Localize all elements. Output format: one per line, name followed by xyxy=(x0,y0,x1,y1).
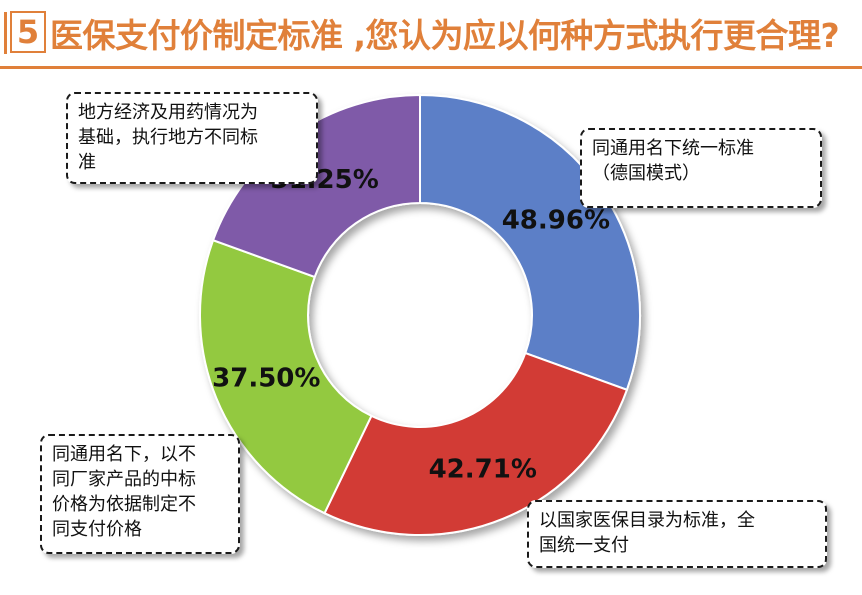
callout-national-catalog: 以国家医保目录为标准，全 国统一支付 xyxy=(527,500,827,568)
donut-slice xyxy=(419,93,641,392)
callout-line: （德国模式） xyxy=(592,163,700,184)
callout-tender-price: 同通用名下，以不 同厂家产品的中标 价格为依据制定不 同支付价格 xyxy=(40,434,240,554)
title-accent-bar xyxy=(4,12,7,54)
callout-unified-standard: 同通用名下统一标准 （德国模式） xyxy=(580,128,822,208)
callout-line: 国统一支付 xyxy=(539,535,629,556)
callout-line: 价格为依据制定不 xyxy=(52,494,196,515)
donut-slice xyxy=(199,238,373,515)
slice-value-label: 37.50% xyxy=(212,364,320,394)
callout-line: 地方经济及用药情况为 xyxy=(78,102,258,123)
callout-local-standard: 地方经济及用药情况为 基础，执行地方不同标 准 xyxy=(66,92,318,184)
callout-line: 准 xyxy=(78,152,96,173)
page-title: 医保支付价制定标准 ,您认为应以何种方式执行更合理? xyxy=(50,16,840,55)
question-number: 5 xyxy=(10,11,46,53)
callout-line: 同支付价格 xyxy=(52,519,142,540)
callout-line: 基础，执行地方不同标 xyxy=(78,127,258,148)
callout-line: 以国家医保目录为标准，全 xyxy=(539,510,755,531)
donut-slices xyxy=(199,93,641,536)
slice-value-label: 42.71% xyxy=(429,455,537,485)
callout-line: 同通用名下统一标准 xyxy=(592,138,754,159)
slice-value-label: 48.96% xyxy=(502,206,610,236)
title-underline xyxy=(0,66,862,69)
callout-line: 同通用名下，以不 xyxy=(52,444,196,465)
donut-slice xyxy=(323,351,629,536)
callout-line: 同厂家产品的中标 xyxy=(52,469,196,490)
